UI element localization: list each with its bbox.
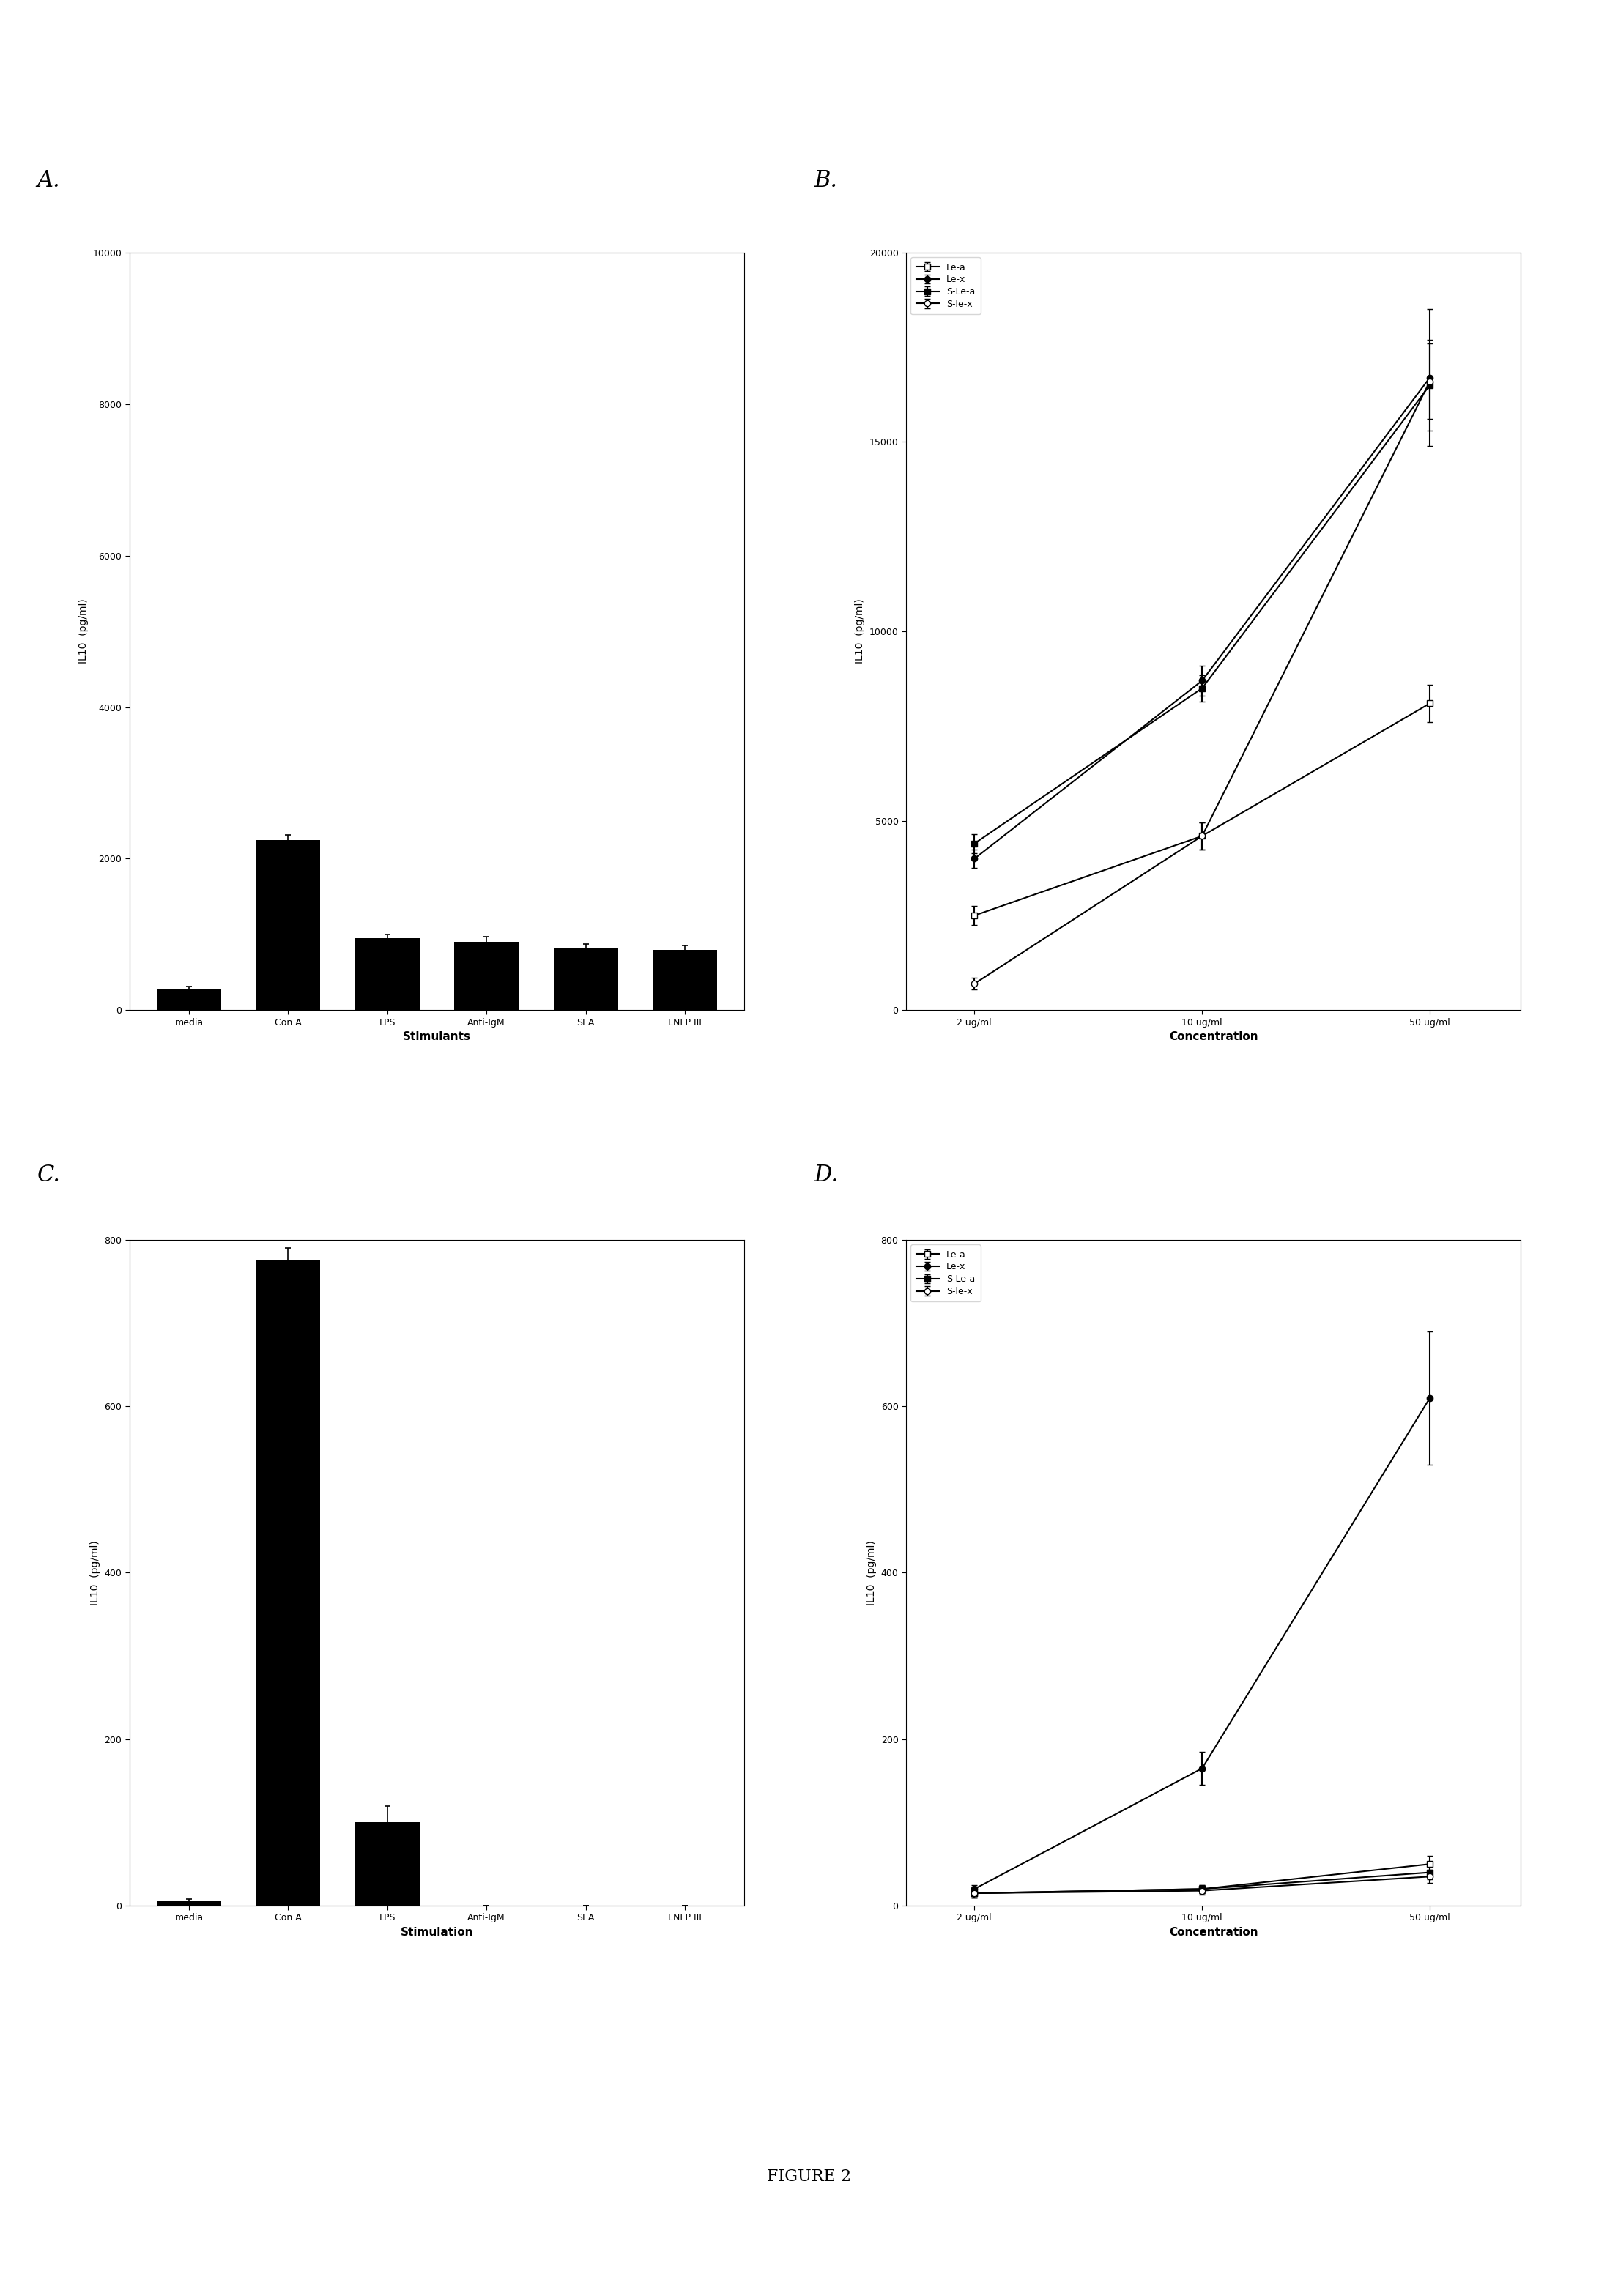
Text: D.: D. xyxy=(814,1164,838,1187)
Text: B.: B. xyxy=(814,170,838,193)
Bar xyxy=(256,840,320,1010)
X-axis label: Concentration: Concentration xyxy=(1168,1926,1259,1938)
Bar xyxy=(553,948,618,1010)
Y-axis label: IL10  (pg/ml): IL10 (pg/ml) xyxy=(867,1541,877,1605)
X-axis label: Stimulants: Stimulants xyxy=(403,1031,471,1042)
Text: A.: A. xyxy=(37,170,60,193)
Text: C.: C. xyxy=(37,1164,60,1187)
Bar xyxy=(652,951,717,1010)
X-axis label: Stimulation: Stimulation xyxy=(400,1926,474,1938)
X-axis label: Concentration: Concentration xyxy=(1168,1031,1259,1042)
Bar xyxy=(455,941,519,1010)
Legend: Le-a, Le-x, S-Le-a, S-le-x: Le-a, Le-x, S-Le-a, S-le-x xyxy=(911,257,981,315)
Bar xyxy=(354,1823,419,1906)
Text: FIGURE 2: FIGURE 2 xyxy=(767,2170,851,2186)
Y-axis label: IL10  (pg/ml): IL10 (pg/ml) xyxy=(78,599,89,664)
Legend: Le-a, Le-x, S-Le-a, S-le-x: Le-a, Le-x, S-Le-a, S-le-x xyxy=(911,1244,981,1302)
Y-axis label: IL10  (pg/ml): IL10 (pg/ml) xyxy=(854,599,866,664)
Bar xyxy=(256,1261,320,1906)
Y-axis label: IL10  (pg/ml): IL10 (pg/ml) xyxy=(91,1541,100,1605)
Bar xyxy=(157,990,222,1010)
Bar xyxy=(157,1901,222,1906)
Bar xyxy=(354,939,419,1010)
